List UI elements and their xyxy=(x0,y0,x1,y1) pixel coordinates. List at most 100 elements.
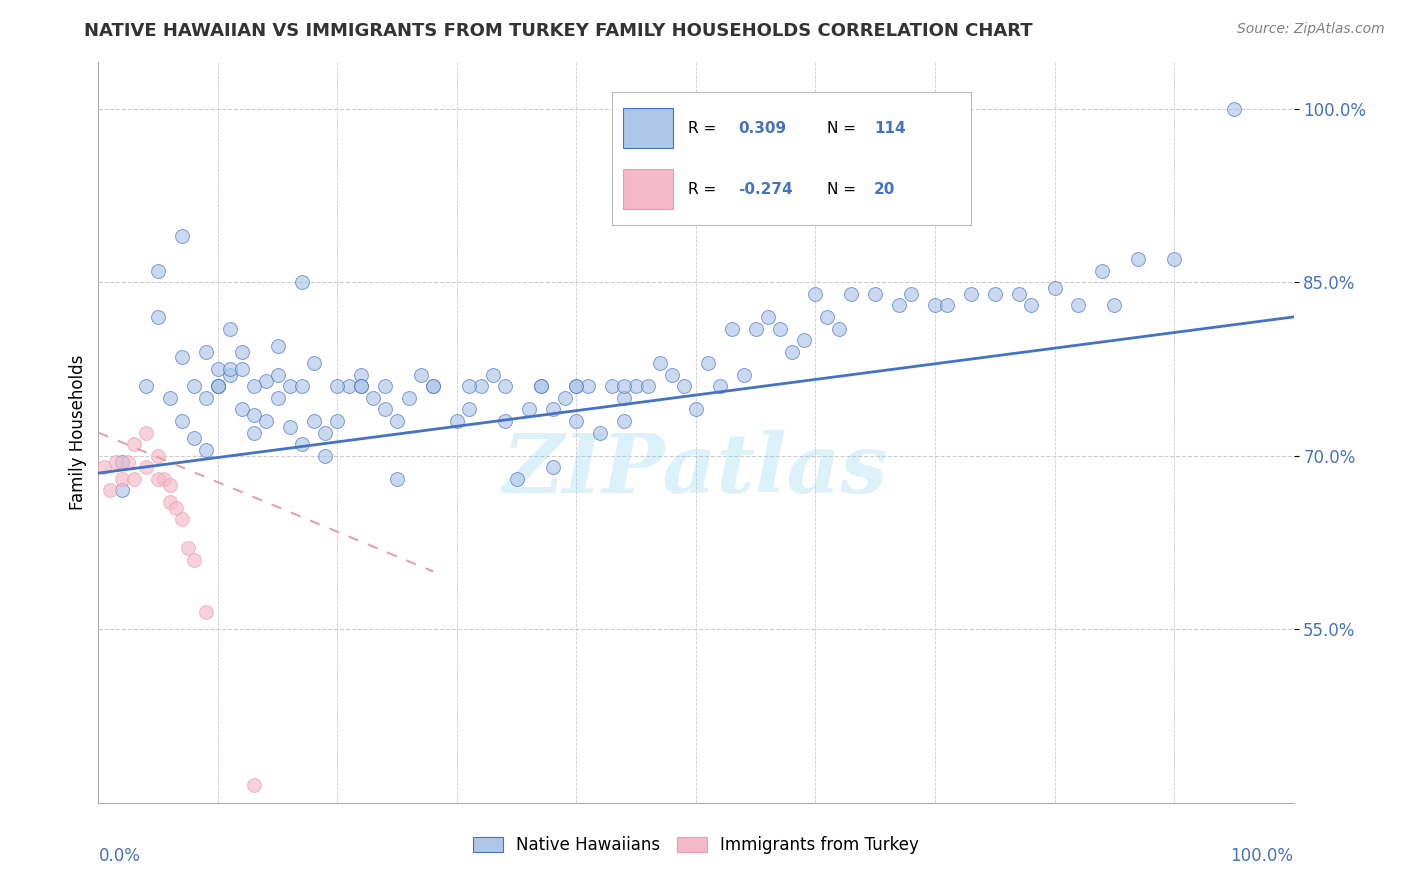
Point xyxy=(446,414,468,428)
Point xyxy=(177,541,200,556)
Point xyxy=(243,779,266,793)
Point xyxy=(506,472,529,486)
Point xyxy=(124,437,146,451)
Point xyxy=(195,344,218,359)
Point xyxy=(709,379,731,393)
Text: NATIVE HAWAIIAN VS IMMIGRANTS FROM TURKEY FAMILY HOUSEHOLDS CORRELATION CHART: NATIVE HAWAIIAN VS IMMIGRANTS FROM TURKE… xyxy=(84,22,1033,40)
Point xyxy=(291,379,314,393)
Point xyxy=(530,379,553,393)
Point xyxy=(1104,298,1126,312)
Point xyxy=(267,391,290,405)
Point xyxy=(804,286,827,301)
Point xyxy=(889,298,911,312)
Point xyxy=(648,356,672,370)
Point xyxy=(517,402,540,417)
Point xyxy=(841,286,863,301)
Point xyxy=(207,379,229,393)
Point xyxy=(231,344,253,359)
Point xyxy=(159,391,181,405)
Point xyxy=(93,460,115,475)
Text: 0.0%: 0.0% xyxy=(98,847,141,865)
Point xyxy=(183,553,205,567)
Text: 100.0%: 100.0% xyxy=(1230,847,1294,865)
Point xyxy=(530,379,553,393)
Point xyxy=(613,379,636,393)
Text: ZIPatlas: ZIPatlas xyxy=(503,430,889,509)
Point xyxy=(315,449,337,463)
Point xyxy=(661,368,683,382)
Point xyxy=(494,379,516,393)
Point xyxy=(111,454,134,468)
Point xyxy=(745,321,768,335)
Point xyxy=(1223,102,1246,116)
Point xyxy=(135,379,157,393)
Point xyxy=(350,379,373,393)
Point xyxy=(153,472,176,486)
Point xyxy=(793,333,815,347)
Point xyxy=(243,425,266,440)
Point xyxy=(165,500,187,515)
Point xyxy=(1091,263,1114,277)
Point xyxy=(117,454,139,468)
Point xyxy=(697,356,720,370)
Point xyxy=(254,374,277,388)
Point xyxy=(350,368,373,382)
Point xyxy=(135,460,157,475)
Point xyxy=(219,362,242,376)
Point xyxy=(828,321,851,335)
Point xyxy=(494,414,516,428)
Point xyxy=(637,379,659,393)
Point xyxy=(578,379,600,393)
Point xyxy=(172,229,194,244)
Point xyxy=(291,275,314,289)
Point xyxy=(315,425,337,440)
Point xyxy=(195,442,218,457)
Point xyxy=(1043,281,1066,295)
Point xyxy=(339,379,361,393)
Point xyxy=(385,414,409,428)
Point xyxy=(278,379,301,393)
Point xyxy=(159,495,181,509)
Point xyxy=(1067,298,1090,312)
Point xyxy=(422,379,444,393)
Point xyxy=(135,425,157,440)
Point xyxy=(111,472,134,486)
Point xyxy=(124,472,146,486)
Point xyxy=(326,379,349,393)
Point xyxy=(1163,252,1185,266)
Point xyxy=(148,263,170,277)
Point xyxy=(984,286,1007,301)
Point xyxy=(207,379,229,393)
Point xyxy=(900,286,922,301)
Point xyxy=(554,391,576,405)
Point xyxy=(458,402,481,417)
Point xyxy=(422,379,444,393)
Point xyxy=(1019,298,1042,312)
Point xyxy=(470,379,492,393)
Point xyxy=(924,298,946,312)
Point xyxy=(626,379,648,393)
Point xyxy=(589,425,612,440)
Legend: Native Hawaiians, Immigrants from Turkey: Native Hawaiians, Immigrants from Turkey xyxy=(467,830,925,861)
Point xyxy=(148,310,170,324)
Point xyxy=(960,286,983,301)
Point xyxy=(385,472,409,486)
Point xyxy=(756,310,779,324)
Point xyxy=(278,420,301,434)
Point xyxy=(195,391,218,405)
Point xyxy=(159,477,181,491)
Point xyxy=(673,379,696,393)
Point xyxy=(565,414,588,428)
Point xyxy=(183,431,205,445)
Point xyxy=(98,483,122,498)
Point xyxy=(231,362,253,376)
Point xyxy=(172,414,194,428)
Text: Source: ZipAtlas.com: Source: ZipAtlas.com xyxy=(1237,22,1385,37)
Point xyxy=(613,414,636,428)
Point xyxy=(936,298,959,312)
Point xyxy=(105,454,128,468)
Point xyxy=(411,368,433,382)
Point xyxy=(302,414,325,428)
Point xyxy=(768,321,790,335)
Point xyxy=(541,460,564,475)
